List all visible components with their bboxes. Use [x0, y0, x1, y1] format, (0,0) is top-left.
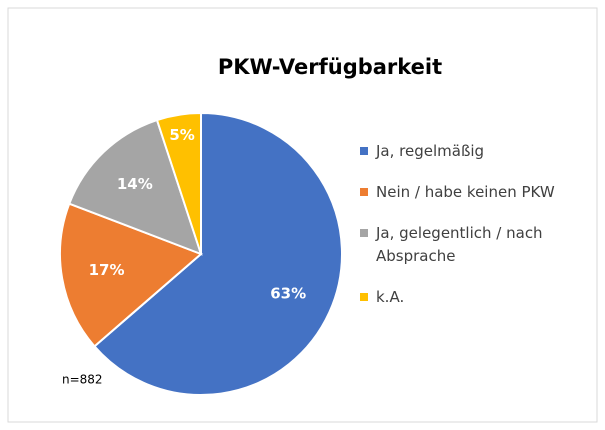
chart-title: PKW-Verfügbarkeit: [218, 55, 442, 79]
legend-label: Ja, regelmäßig: [376, 142, 485, 160]
data-label: 63%: [270, 284, 306, 302]
legend-swatch: [360, 229, 368, 237]
data-label: 14%: [117, 175, 153, 193]
legend-item: k.A.: [360, 286, 560, 309]
legend-swatch: [360, 147, 368, 155]
pie-slice: [67, 118, 203, 256]
legend-label: Ja, gelegentlich / nach Absprache: [376, 224, 543, 265]
legend: Ja, regelmäßig Nein / habe keinen PKW Ja, …: [360, 140, 560, 327]
data-label: 5%: [169, 126, 194, 144]
pie-slice: [59, 202, 203, 348]
data-label: 17%: [89, 261, 125, 279]
legend-label: k.A.: [376, 288, 405, 306]
legend-swatch: [360, 293, 368, 301]
legend-item: Ja, regelmäßig: [360, 140, 560, 163]
legend-item: Nein / habe keinen PKW: [360, 181, 560, 204]
legend-label: Nein / habe keinen PKW: [376, 183, 555, 201]
legend-item: Ja, gelegentlich / nach Absprache: [360, 222, 560, 268]
pie-slice: [155, 111, 202, 255]
legend-swatch: [360, 188, 368, 196]
pie-slice: [93, 111, 343, 396]
annotation: n=882: [62, 373, 103, 387]
